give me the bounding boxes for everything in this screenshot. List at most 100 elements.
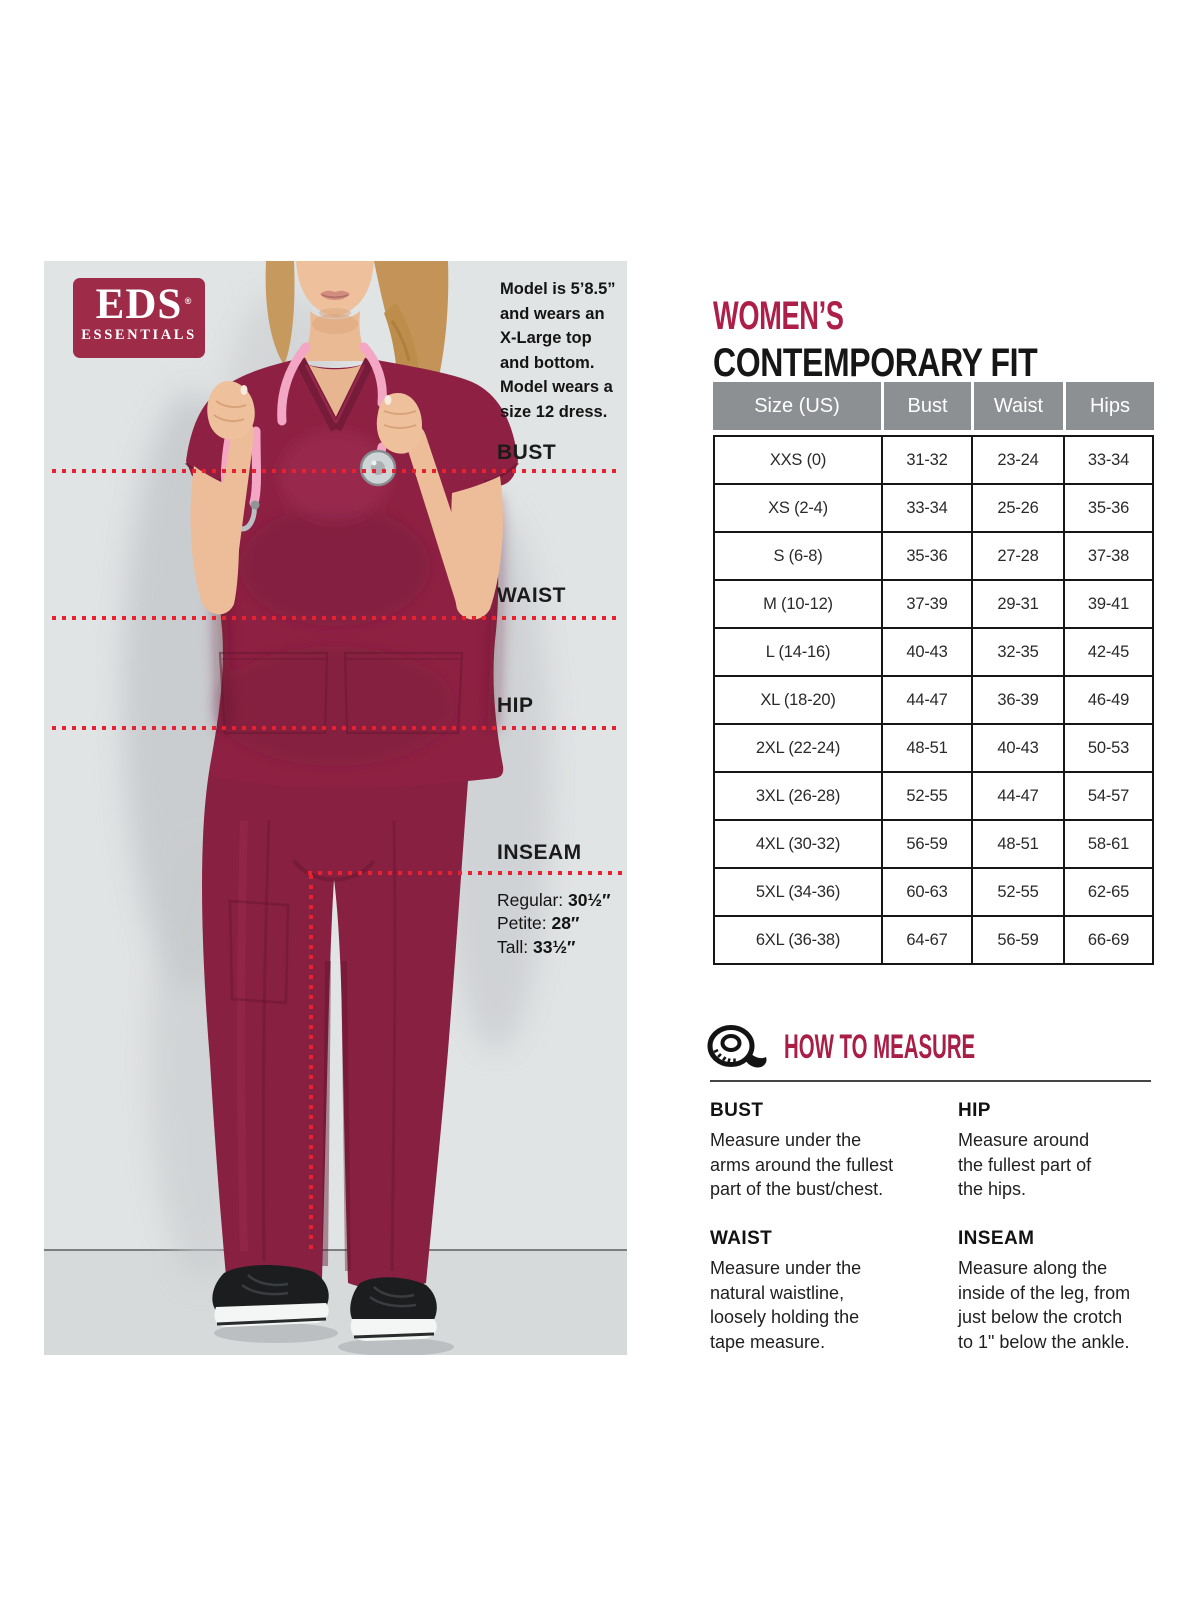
size-cell: 4XL (30-32) xyxy=(755,834,841,853)
hips-cell: 37-38 xyxy=(1063,533,1152,579)
measure-hip-heading: HIP xyxy=(958,1100,991,1121)
inseam-option-row: Tall: 33½″ xyxy=(497,936,576,957)
model-note: Model is 5’8.5” and wears an X-Large top an… xyxy=(500,280,616,421)
size-cell: XS (2-4) xyxy=(768,498,828,517)
bust-cell: 31-32 xyxy=(881,437,971,483)
size-chart-row: 3XL (26-28) 52-55 44-47 54-57 xyxy=(715,771,1152,819)
size-chart-row: 5XL (34-36) 60-63 52-55 62-65 xyxy=(715,867,1152,915)
hips-cell: 54-57 xyxy=(1063,773,1152,819)
size-chart-row: 6XL (36-38) 64-67 56-59 66-69 xyxy=(715,915,1152,963)
size-cell: XXS (0) xyxy=(769,450,827,469)
waist-cell: 56-59 xyxy=(971,917,1063,963)
measure-waist-heading: WAIST xyxy=(710,1228,773,1249)
how-to-measure-header: HOW TO MEASURE xyxy=(706,1022,1103,1072)
page-title: WOMEN’S CONTEMPORARY FIT xyxy=(713,294,1118,391)
hips-cell: 35-36 xyxy=(1063,485,1152,531)
size-chart-header-cell: Size (US) xyxy=(754,394,840,417)
size-cell: 6XL (36-38) xyxy=(755,930,841,949)
measure-waist: WAIST Measure under the natural waistline… xyxy=(710,1228,862,1352)
scrub-pants xyxy=(202,756,500,1290)
bust-cell: 40-43 xyxy=(881,629,971,675)
waist-cell: 52-55 xyxy=(971,869,1063,915)
size-chart-row: L (14-16) 40-43 32-35 42-45 xyxy=(715,627,1152,675)
hips-cell: 42-45 xyxy=(1063,629,1152,675)
size-chart-header-cell: Bust xyxy=(881,382,971,430)
measure-inseam-heading: INSEAM xyxy=(958,1228,1035,1249)
hips-cell: 62-65 xyxy=(1063,869,1152,915)
waist-cell: 29-31 xyxy=(971,581,1063,627)
bust-cell: 56-59 xyxy=(881,821,971,867)
waist-cell: 23-24 xyxy=(971,437,1063,483)
size-chart-body: XXS (0) 31-32 23-24 33-34 XS (2-4) 33-34… xyxy=(713,435,1154,965)
hips-cell: 33-34 xyxy=(1063,437,1152,483)
waist-cell: 32-35 xyxy=(971,629,1063,675)
bust-cell: 37-39 xyxy=(881,581,971,627)
waist-cell: 27-28 xyxy=(971,533,1063,579)
inseam-option-row: Regular: 30½″ xyxy=(497,890,611,910)
waist-cell: 44-47 xyxy=(971,773,1063,819)
size-chart-row: XXS (0) 31-32 23-24 33-34 xyxy=(715,437,1152,483)
inseam-options: Regular: 30½″ Petite: 28″ Tall: 33½″ xyxy=(497,889,610,959)
bust-cell: 64-67 xyxy=(881,917,971,963)
floor-line xyxy=(44,1249,627,1251)
hips-cell: 39-41 xyxy=(1063,581,1152,627)
hips-cell: 46-49 xyxy=(1063,677,1152,723)
inseam-guide-line xyxy=(308,871,622,875)
scrub-top xyxy=(185,357,519,788)
inseam-option-row: Petite: 28″ xyxy=(497,913,580,934)
size-chart-header-cell: Waist xyxy=(971,382,1063,430)
registered-mark: ® xyxy=(184,296,193,306)
brand-logo: EDS ® ESSENTIALS xyxy=(73,278,205,358)
hips-cell: 66-69 xyxy=(1063,917,1152,963)
waist-guide-line xyxy=(52,616,622,620)
bust-cell: 48-51 xyxy=(881,725,971,771)
waist-cell: 36-39 xyxy=(971,677,1063,723)
bust-label: BUST xyxy=(497,441,557,464)
brand-logo-name: EDS ® xyxy=(95,281,193,328)
hip-guide-line xyxy=(52,726,622,730)
size-chart-row: S (6-8) 35-36 27-28 37-38 xyxy=(715,531,1152,579)
size-chart-header-row: Size (US) Bust Waist Hips xyxy=(713,382,1154,430)
tape-measure-icon xyxy=(707,1025,767,1068)
page-title-line1: WOMEN’S xyxy=(713,294,844,338)
measure-inseam: INSEAM Measure along the inside of the le… xyxy=(958,1228,1131,1352)
size-chart-row: XL (18-20) 44-47 36-39 46-49 xyxy=(715,675,1152,723)
size-cell: 3XL (26-28) xyxy=(755,786,841,805)
bust-cell: 44-47 xyxy=(881,677,971,723)
stethoscope xyxy=(221,342,397,532)
size-cell: M (10-12) xyxy=(763,594,833,613)
floor xyxy=(44,1250,627,1355)
bust-cell: 60-63 xyxy=(881,869,971,915)
waist-cell: 40-43 xyxy=(971,725,1063,771)
bust-cell: 52-55 xyxy=(881,773,971,819)
size-chart-row: 4XL (30-32) 56-59 48-51 58-61 xyxy=(715,819,1152,867)
bust-guide-line xyxy=(52,469,622,473)
size-cell: S (6-8) xyxy=(773,546,823,565)
size-chart-table: Size (US) Bust Waist Hips XXS (0) 31-32 23-… xyxy=(713,382,1154,965)
shoes xyxy=(212,1264,454,1355)
measure-bust: BUST Measure under the arms around the fu… xyxy=(710,1100,894,1199)
how-to-measure-title: HOW TO MEASURE xyxy=(784,1027,976,1066)
inseam-label: INSEAM xyxy=(497,841,582,864)
size-chart-row: 2XL (22-24) 48-51 40-43 50-53 xyxy=(715,723,1152,771)
inseam-vertical-guide-line xyxy=(309,875,313,1251)
divider-rule xyxy=(710,1080,1151,1082)
size-cell: L (14-16) xyxy=(765,642,831,661)
model-photo-panel: BUST WAIST HIP INSEAM Regular: 30½″ Peti… xyxy=(44,261,627,1355)
size-cell: 5XL (34-36) xyxy=(755,882,841,901)
size-chart-row: XS (2-4) 33-34 25-26 35-36 xyxy=(715,483,1152,531)
hips-cell: 58-61 xyxy=(1063,821,1152,867)
measure-bust-heading: BUST xyxy=(710,1100,764,1121)
bust-cell: 35-36 xyxy=(881,533,971,579)
page-title-line2: CONTEMPORARY FIT xyxy=(713,341,1038,385)
size-chart-header-cell: Hips xyxy=(1063,382,1154,430)
waist-cell: 48-51 xyxy=(971,821,1063,867)
size-chart-row: M (10-12) 37-39 29-31 39-41 xyxy=(715,579,1152,627)
brand-logo-subname: ESSENTIALS xyxy=(81,327,197,343)
hip-label: HIP xyxy=(497,694,534,717)
model-illustration xyxy=(44,261,627,1355)
waist-label: WAIST xyxy=(497,584,566,607)
hips-cell: 50-53 xyxy=(1063,725,1152,771)
bust-cell: 33-34 xyxy=(881,485,971,531)
size-cell: XL (18-20) xyxy=(760,690,836,709)
